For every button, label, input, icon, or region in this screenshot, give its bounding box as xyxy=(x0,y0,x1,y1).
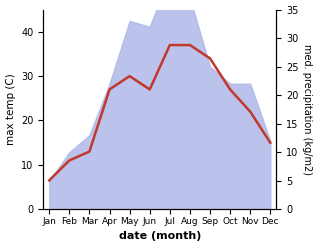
X-axis label: date (month): date (month) xyxy=(119,231,201,242)
Y-axis label: med. precipitation (kg/m2): med. precipitation (kg/m2) xyxy=(302,44,313,175)
Y-axis label: max temp (C): max temp (C) xyxy=(5,74,16,145)
